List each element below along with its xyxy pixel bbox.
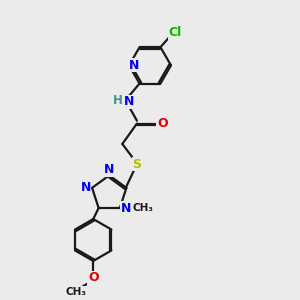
Text: S: S bbox=[132, 158, 141, 171]
Text: O: O bbox=[88, 271, 99, 284]
Text: N: N bbox=[80, 181, 91, 194]
Text: O: O bbox=[157, 117, 167, 130]
Text: N: N bbox=[104, 163, 114, 176]
Text: CH₃: CH₃ bbox=[133, 203, 154, 213]
Text: Cl: Cl bbox=[168, 26, 182, 39]
Text: H: H bbox=[113, 94, 123, 107]
Text: CH₃: CH₃ bbox=[65, 287, 86, 297]
Text: N: N bbox=[124, 95, 134, 108]
Text: N: N bbox=[129, 59, 140, 72]
Text: N: N bbox=[121, 202, 131, 214]
